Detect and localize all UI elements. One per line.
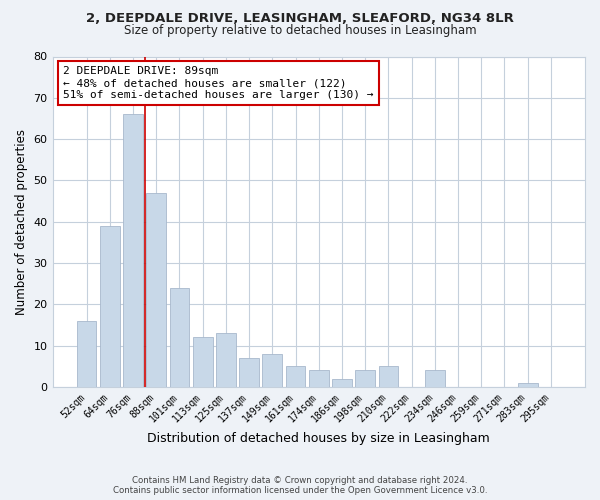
Text: Contains HM Land Registry data © Crown copyright and database right 2024.
Contai: Contains HM Land Registry data © Crown c…: [113, 476, 487, 495]
Bar: [193, 338, 212, 387]
Text: 2, DEEPDALE DRIVE, LEASINGHAM, SLEAFORD, NG34 8LR: 2, DEEPDALE DRIVE, LEASINGHAM, SLEAFORD,…: [86, 12, 514, 26]
Text: 2 DEEPDALE DRIVE: 89sqm
← 48% of detached houses are smaller (122)
51% of semi-d: 2 DEEPDALE DRIVE: 89sqm ← 48% of detache…: [63, 66, 374, 100]
Bar: [355, 370, 375, 387]
Bar: [262, 354, 282, 387]
Bar: [286, 366, 305, 387]
Bar: [123, 114, 143, 387]
Bar: [309, 370, 329, 387]
Bar: [425, 370, 445, 387]
Bar: [379, 366, 398, 387]
Y-axis label: Number of detached properties: Number of detached properties: [15, 128, 28, 314]
Bar: [239, 358, 259, 387]
Bar: [170, 288, 190, 387]
X-axis label: Distribution of detached houses by size in Leasingham: Distribution of detached houses by size …: [148, 432, 490, 445]
Bar: [518, 382, 538, 387]
Bar: [332, 378, 352, 387]
Bar: [77, 320, 97, 387]
Bar: [100, 226, 119, 387]
Text: Size of property relative to detached houses in Leasingham: Size of property relative to detached ho…: [124, 24, 476, 37]
Bar: [146, 193, 166, 387]
Bar: [216, 333, 236, 387]
